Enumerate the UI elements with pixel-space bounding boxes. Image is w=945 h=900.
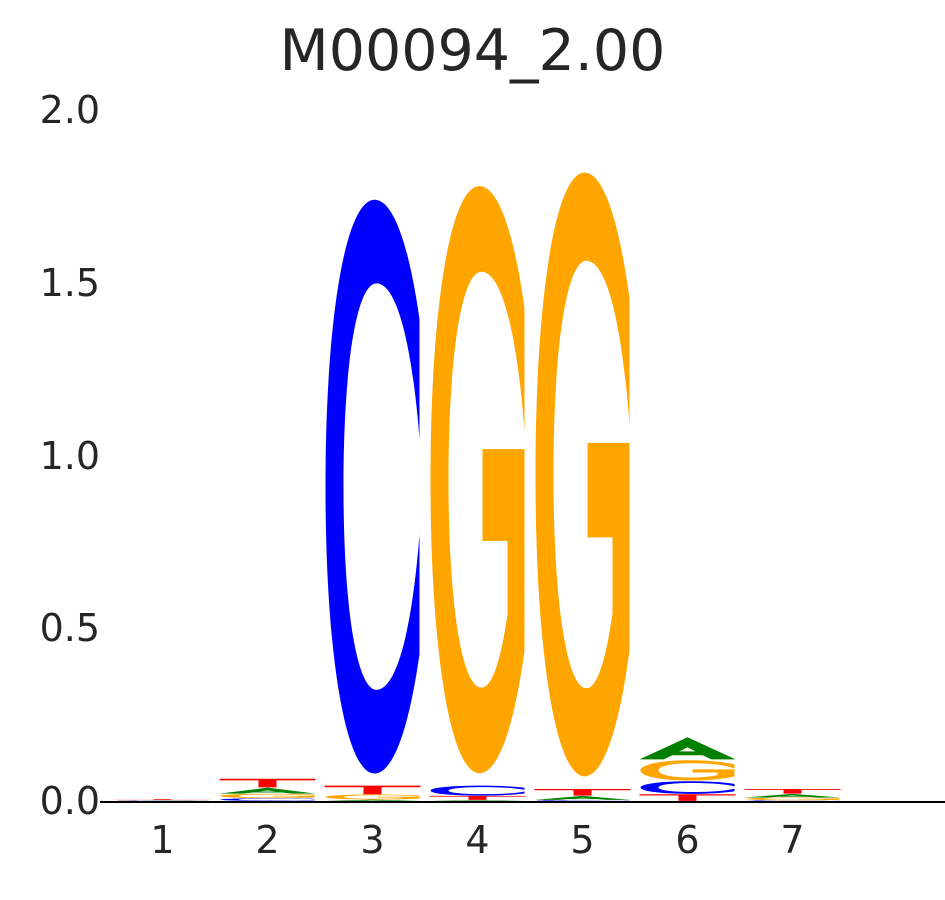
logo-letter-c — [745, 800, 840, 801]
x-axis-line — [100, 801, 945, 803]
x-axis-tick-label: 4 — [465, 818, 490, 862]
logo-stack-position-2 — [219, 778, 316, 801]
logo-letter-t — [744, 789, 841, 794]
logo-letter-a — [324, 799, 421, 801]
logo-letter-c — [325, 199, 420, 774]
logo-letter-g — [640, 760, 735, 781]
logo-letter-c — [430, 785, 525, 796]
logo-letter-t — [219, 778, 316, 788]
logo-letter-t — [639, 794, 736, 801]
x-axis-tick-label: 5 — [570, 818, 595, 862]
logo-stack-position-1 — [114, 799, 211, 801]
y-axis: 0.0 0.5 1.0 1.5 2.0 — [0, 0, 100, 900]
y-axis-tick-label: 0.5 — [39, 606, 100, 651]
logo-letter-c — [220, 798, 315, 801]
page-title: M00094_2.00 — [279, 18, 666, 84]
logo-letter-g — [325, 794, 420, 800]
logo-letter-t — [324, 785, 421, 795]
logo-letter-c — [640, 781, 735, 794]
logo-stack-position-4 — [429, 186, 526, 801]
logo-letter-a — [639, 737, 736, 760]
logo-letter-g — [430, 186, 525, 774]
logo-letter-c — [535, 799, 630, 801]
logo-letter-a — [429, 799, 526, 801]
logo-letter-t — [534, 789, 631, 796]
logo-letter-t — [429, 795, 526, 800]
x-axis-tick-label: 6 — [675, 818, 700, 862]
logo-stack-position-7 — [744, 789, 841, 801]
logo-letter-g — [535, 172, 630, 777]
y-axis-tick-label: 1.5 — [39, 260, 100, 305]
x-axis-tick-label: 1 — [150, 818, 175, 862]
y-axis-tick-label: 1.0 — [39, 433, 100, 478]
logo-letter-t — [114, 799, 211, 800]
logo-stack-position-3 — [324, 199, 421, 801]
y-axis-tick-label: 0.0 — [39, 779, 100, 823]
x-axis-tick-label: 7 — [780, 818, 805, 862]
logo-letter-a — [534, 795, 631, 800]
logo-letter-g — [220, 793, 315, 799]
x-axis-tick-label: 2 — [255, 818, 280, 862]
logo-stack-position-6 — [639, 737, 736, 801]
y-axis-tick-label: 2.0 — [39, 88, 100, 132]
logo-stack-position-5 — [534, 172, 631, 801]
logo-letter-a — [219, 787, 316, 794]
logo-letter-g — [745, 797, 840, 801]
logo-letter-a — [744, 793, 841, 798]
x-axis-tick-label: 3 — [360, 818, 385, 862]
